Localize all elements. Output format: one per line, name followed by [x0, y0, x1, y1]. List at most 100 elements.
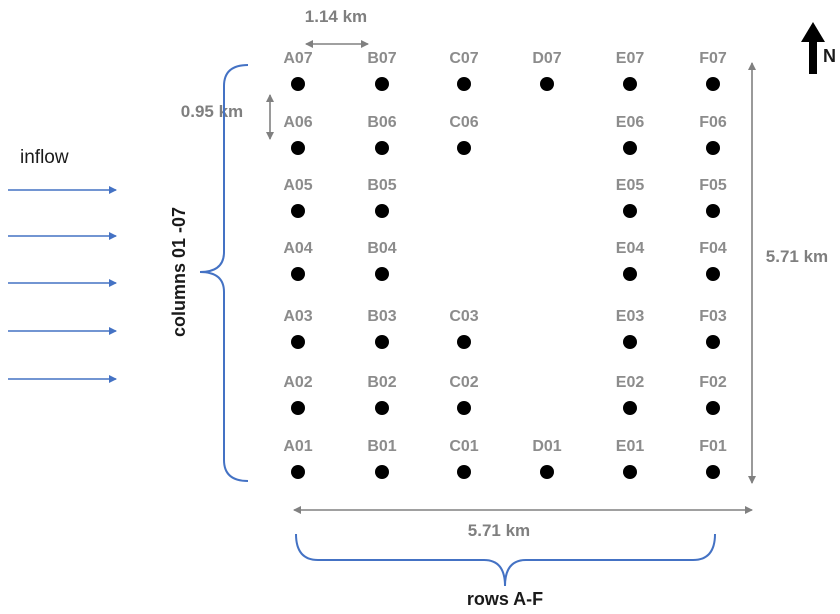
dot-icon [623, 465, 637, 479]
turbine-label: F04 [699, 240, 727, 257]
turbine-e06: E06 [616, 114, 645, 155]
turbine-c02: C02 [449, 374, 479, 415]
turbine-f01: F01 [699, 438, 727, 479]
turbine-label: C02 [449, 374, 478, 391]
turbine-label: C06 [449, 114, 478, 131]
turbine-label: F02 [699, 374, 727, 391]
turbine-e07: E07 [616, 50, 644, 91]
inflow-label: inflow [20, 147, 69, 168]
dot-icon [375, 267, 389, 281]
turbine-a07: A07 [283, 50, 313, 91]
turbine-label: E02 [616, 374, 645, 391]
turbine-f06: F06 [699, 114, 727, 155]
turbine-label: B06 [367, 114, 396, 131]
turbine-f04: F04 [699, 240, 727, 281]
turbine-label: A04 [283, 240, 312, 257]
columns-label: columns 01 -07 [169, 207, 189, 337]
dot-icon [706, 141, 720, 155]
turbine-label: F01 [699, 438, 727, 455]
dot-icon [457, 335, 471, 349]
dot-icon [375, 141, 389, 155]
turbine-b03: B03 [367, 308, 397, 349]
turbine-e04: E04 [616, 240, 644, 281]
turbine-label: F05 [699, 177, 727, 194]
turbine-label: C03 [449, 308, 478, 325]
dot-icon [623, 401, 637, 415]
dot-icon [623, 335, 637, 349]
dot-icon [623, 77, 637, 91]
turbine-c03: C03 [449, 308, 479, 349]
turbine-b02: B02 [367, 374, 397, 415]
dot-icon [457, 401, 471, 415]
dot-icon [375, 77, 389, 91]
turbine-label: E03 [616, 308, 645, 325]
dot-icon [291, 335, 305, 349]
dot-icon [375, 335, 389, 349]
north-label: N [823, 46, 836, 66]
turbine-label: E05 [616, 177, 645, 194]
turbine-label: C07 [449, 50, 478, 67]
row-spacing-dimension: 0.95 km [181, 94, 274, 140]
dot-icon [375, 204, 389, 218]
dot-icon [291, 141, 305, 155]
total-height-label: 5.71 km [766, 247, 828, 266]
turbine-d07: D07 [532, 50, 562, 91]
turbine-label: B01 [367, 438, 396, 455]
dot-icon [291, 401, 305, 415]
turbine-e02: E02 [616, 374, 645, 415]
dot-icon [457, 141, 471, 155]
north-indicator: N [801, 22, 836, 74]
turbine-f07: F07 [699, 50, 727, 91]
turbine-label: A05 [283, 177, 312, 194]
dot-icon [457, 465, 471, 479]
turbine-f03: F03 [699, 308, 727, 349]
turbine-a04: A04 [283, 240, 313, 281]
dot-icon [457, 77, 471, 91]
turbine-label: B03 [367, 308, 396, 325]
turbine-label: E01 [616, 438, 645, 455]
turbine-b06: B06 [367, 114, 397, 155]
column-spacing-dimension: 1.14 km [305, 7, 369, 48]
dot-icon [291, 267, 305, 281]
total-height-dimension: 5.71 km [748, 62, 828, 484]
total-width-dimension: 5.71 km [293, 506, 753, 540]
turbine-c06: C06 [449, 114, 479, 155]
dot-icon [540, 465, 554, 479]
dot-icon [291, 204, 305, 218]
turbine-label: B04 [367, 240, 396, 257]
turbine-b01: B01 [367, 438, 397, 479]
turbine-label: A06 [283, 114, 312, 131]
turbine-a06: A06 [283, 114, 313, 155]
dot-icon [706, 401, 720, 415]
rows-label: rows A-F [467, 589, 543, 609]
turbine-label: A02 [283, 374, 312, 391]
turbine-b07: B07 [367, 50, 397, 91]
turbine-label: B05 [367, 177, 396, 194]
turbine-c07: C07 [449, 50, 479, 91]
turbine-a01: A01 [283, 438, 313, 479]
turbine-a03: A03 [283, 308, 313, 349]
turbine-b05: B05 [367, 177, 397, 218]
turbine-a02: A02 [283, 374, 313, 415]
turbine-label: B07 [367, 50, 396, 67]
column-spacing-label: 1.14 km [305, 7, 367, 26]
inflow-arrows [8, 186, 117, 383]
turbine-grid: A07 A06 A05 A04 A03 A02 A01 B07 B06 B05 B04 B03 B02 B… [283, 50, 727, 479]
turbine-label: D07 [532, 50, 561, 67]
inflow-indicator: inflow [8, 147, 117, 383]
dot-icon [706, 77, 720, 91]
dot-icon [291, 465, 305, 479]
turbine-label: A01 [283, 438, 312, 455]
turbine-label: D01 [532, 438, 561, 455]
turbine-label: F06 [699, 114, 727, 131]
turbine-e03: E03 [616, 308, 645, 349]
turbine-c01: C01 [449, 438, 479, 479]
turbine-label: B02 [367, 374, 396, 391]
turbine-b04: B04 [367, 240, 397, 281]
north-arrow-head [801, 22, 825, 42]
turbine-a05: A05 [283, 177, 313, 218]
turbine-f02: F02 [699, 374, 727, 415]
dot-icon [706, 335, 720, 349]
turbine-label: E06 [616, 114, 645, 131]
dot-icon [291, 77, 305, 91]
